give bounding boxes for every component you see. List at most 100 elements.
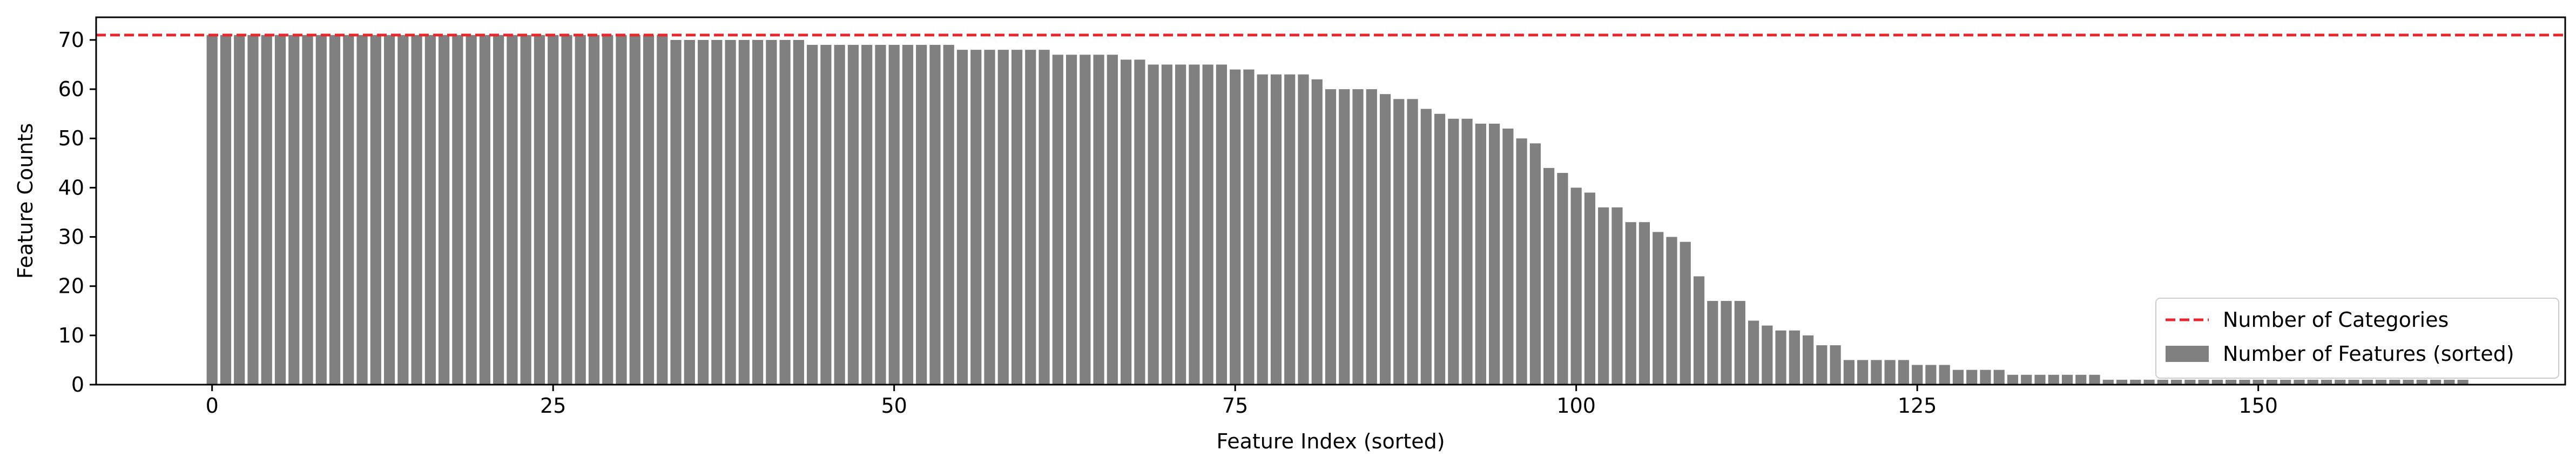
bar-95: [1502, 129, 1514, 385]
y-tick-label-40: 40: [58, 176, 84, 199]
y-axis-ticks: 0 10 20 30 40 50 60 70: [58, 28, 96, 397]
bar-128: [1952, 370, 1964, 385]
bar-139: [2102, 379, 2114, 385]
bar-152: [2280, 379, 2291, 385]
plot-frame: [95, 16, 2566, 386]
x-tick-label-75: 75: [1222, 394, 1248, 418]
bar-35: [684, 39, 695, 385]
bar-38: [725, 39, 736, 385]
bar-130: [1980, 370, 1991, 385]
bar-59: [1011, 50, 1023, 385]
bar-154: [2307, 379, 2318, 385]
bar-84: [1352, 89, 1364, 385]
bar-4: [261, 35, 272, 385]
bar-102: [1598, 207, 1609, 385]
bar-9: [329, 35, 341, 385]
bar-85: [1366, 89, 1377, 385]
legend-swatch-features: [2166, 346, 2209, 362]
bar-122: [1871, 360, 1882, 385]
bar-41: [766, 39, 777, 385]
bar-125: [1912, 365, 1923, 385]
bar-155: [2321, 379, 2332, 385]
bar-45: [820, 45, 832, 385]
bar-150: [2253, 379, 2264, 385]
bar-121: [1857, 360, 1869, 385]
bar-75: [1230, 69, 1241, 385]
bar-98: [1543, 167, 1555, 385]
bar-73: [1202, 64, 1213, 385]
bar-33: [657, 35, 668, 385]
bar-118: [1816, 345, 1828, 385]
y-tick-label-60: 60: [58, 77, 84, 101]
bar-148: [2226, 379, 2237, 385]
bar-55: [956, 50, 968, 385]
bar-10: [343, 35, 354, 385]
bar-36: [697, 39, 709, 385]
bar-23: [520, 35, 531, 385]
y-axis-label: Feature Counts: [14, 123, 37, 279]
bar-163: [2430, 379, 2442, 385]
bar-132: [2007, 374, 2019, 385]
y-tick-label-0: 0: [71, 373, 84, 397]
bar-21: [493, 35, 504, 385]
bar-100: [1570, 187, 1582, 385]
bar-88: [1407, 99, 1418, 385]
bar-147: [2211, 379, 2223, 385]
bar-3: [247, 35, 259, 385]
bar-164: [2444, 379, 2455, 385]
bar-52: [916, 45, 927, 385]
bar-141: [2130, 379, 2141, 385]
bar-87: [1393, 99, 1405, 385]
y-tick-label-30: 30: [58, 225, 84, 249]
bar-68: [1134, 59, 1145, 385]
bar-124: [1898, 360, 1910, 385]
bar-160: [2389, 379, 2400, 385]
bar-47: [847, 45, 859, 385]
bar-92: [1461, 118, 1473, 385]
bar-106: [1653, 232, 1664, 385]
bar-50: [888, 45, 900, 385]
x-tick-label-125: 125: [1898, 394, 1937, 418]
bar-138: [2089, 374, 2100, 385]
bar-86: [1379, 94, 1391, 385]
bar-66: [1107, 55, 1118, 385]
bar-80: [1298, 74, 1309, 385]
bar-108: [1680, 241, 1691, 385]
bar-34: [670, 39, 682, 385]
bar-120: [1843, 360, 1855, 385]
bar-39: [738, 39, 750, 385]
bar-96: [1516, 138, 1527, 385]
bar-143: [2157, 379, 2168, 385]
bar-72: [1189, 64, 1200, 385]
bar-157: [2348, 379, 2359, 385]
bar-146: [2198, 379, 2209, 385]
bar-113: [1748, 320, 1759, 385]
bar-114: [1762, 325, 1773, 385]
bar-51: [902, 45, 914, 385]
bar-131: [1993, 370, 2005, 385]
bar-135: [2048, 374, 2059, 385]
bar-31: [629, 35, 640, 385]
bar-97: [1529, 143, 1541, 385]
bar-69: [1148, 64, 1159, 385]
bar-82: [1325, 89, 1337, 385]
bar-129: [1966, 370, 1978, 385]
legend-box: [2155, 298, 2559, 379]
bar-156: [2335, 379, 2346, 385]
y-tick-label-10: 10: [58, 324, 84, 347]
bar-126: [1925, 365, 1937, 385]
bar-162: [2416, 379, 2427, 385]
bar-61: [1039, 50, 1050, 385]
x-axis-label: Feature Index (sorted): [1216, 429, 1445, 453]
bar-140: [2116, 379, 2128, 385]
x-tick-label-150: 150: [2238, 394, 2278, 418]
bar-58: [997, 50, 1009, 385]
bar-26: [561, 35, 572, 385]
bar-153: [2294, 379, 2305, 385]
bar-28: [588, 35, 600, 385]
bar-5: [274, 35, 286, 385]
bar-115: [1775, 330, 1786, 385]
bar-17: [439, 35, 450, 385]
bar-142: [2143, 379, 2155, 385]
bar-109: [1693, 276, 1705, 385]
